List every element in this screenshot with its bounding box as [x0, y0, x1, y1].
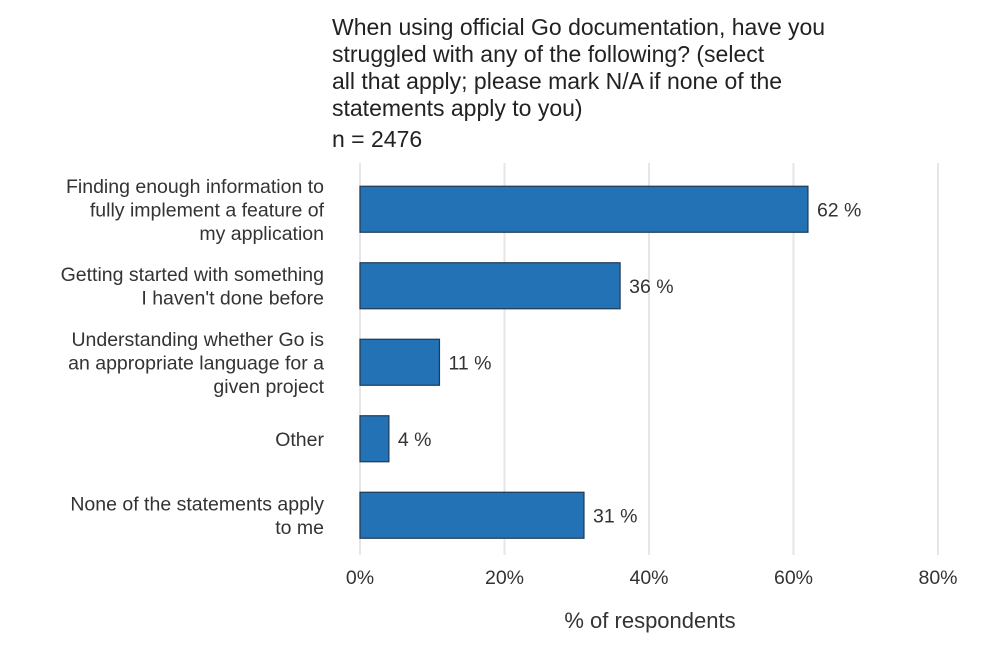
bar — [359, 491, 585, 539]
category-label-line: I haven't done before — [141, 288, 324, 310]
category-label-line: fully implement a feature of — [90, 199, 325, 221]
chart-title-line: statements apply to you) — [332, 95, 583, 121]
chart-title-line: When using official Go documentation, ha… — [332, 14, 826, 40]
value-label: 62 % — [817, 199, 861, 221]
x-tick-label: 60% — [774, 567, 813, 589]
x-tick-label: 40% — [629, 567, 668, 589]
x-axis-title: % of respondents — [564, 608, 735, 633]
category-label-line: given project — [213, 376, 324, 398]
bar — [359, 338, 441, 386]
x-tick-label: 0% — [346, 567, 374, 589]
category-label-line: an appropriate language for a — [68, 352, 324, 374]
value-label: 36 % — [629, 276, 673, 298]
chart-title-line: struggled with any of the following? (se… — [332, 41, 765, 67]
category-label-line: None of the statements apply — [70, 494, 324, 516]
category-label-line: Other — [275, 429, 324, 451]
x-tick-label: 20% — [485, 567, 524, 589]
value-label: 31 % — [593, 505, 637, 527]
x-tick-label: 80% — [918, 567, 957, 589]
x-tick-labels: 0% 20% 40% 60% 80% — [346, 567, 958, 589]
value-label: 4 % — [398, 429, 432, 451]
bar — [359, 185, 809, 233]
chart-subtitle: n = 2476 — [332, 126, 423, 152]
chart-title: When using official Go documentation, ha… — [332, 14, 892, 153]
bar — [359, 262, 621, 310]
category-label-line: Finding enough information to — [66, 176, 324, 198]
category-label: Other — [275, 429, 324, 451]
chart-title-line: all that apply; please mark N/A if none … — [332, 68, 783, 94]
category-label-line: my application — [199, 223, 324, 245]
category-label-line: Understanding whether Go is — [71, 329, 324, 351]
category-label-line: Getting started with something — [61, 264, 324, 286]
value-label: 11 % — [448, 352, 491, 374]
category-label-line: to me — [275, 517, 324, 539]
bar — [359, 415, 390, 463]
bars: 62 % 36 % 11 % 4 % 31 % — [359, 185, 861, 539]
